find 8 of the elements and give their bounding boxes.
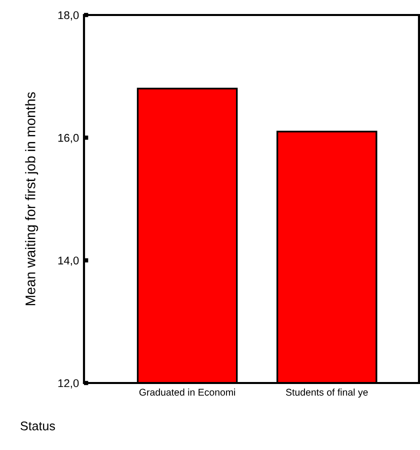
y-tick-label: 16,0	[58, 134, 79, 144]
y-tick-label: 12,0	[58, 379, 79, 388]
x-tick-label: Graduated in Economi	[139, 388, 236, 396]
y-tick-label: 18,0	[58, 11, 79, 20]
y-tick-label: 14,0	[58, 256, 79, 266]
x-tick-label: Students of final ye	[286, 388, 368, 398]
y-axis-title: Mean waiting for first job in months	[25, 92, 38, 306]
x-axis-title: Status	[20, 422, 55, 430]
